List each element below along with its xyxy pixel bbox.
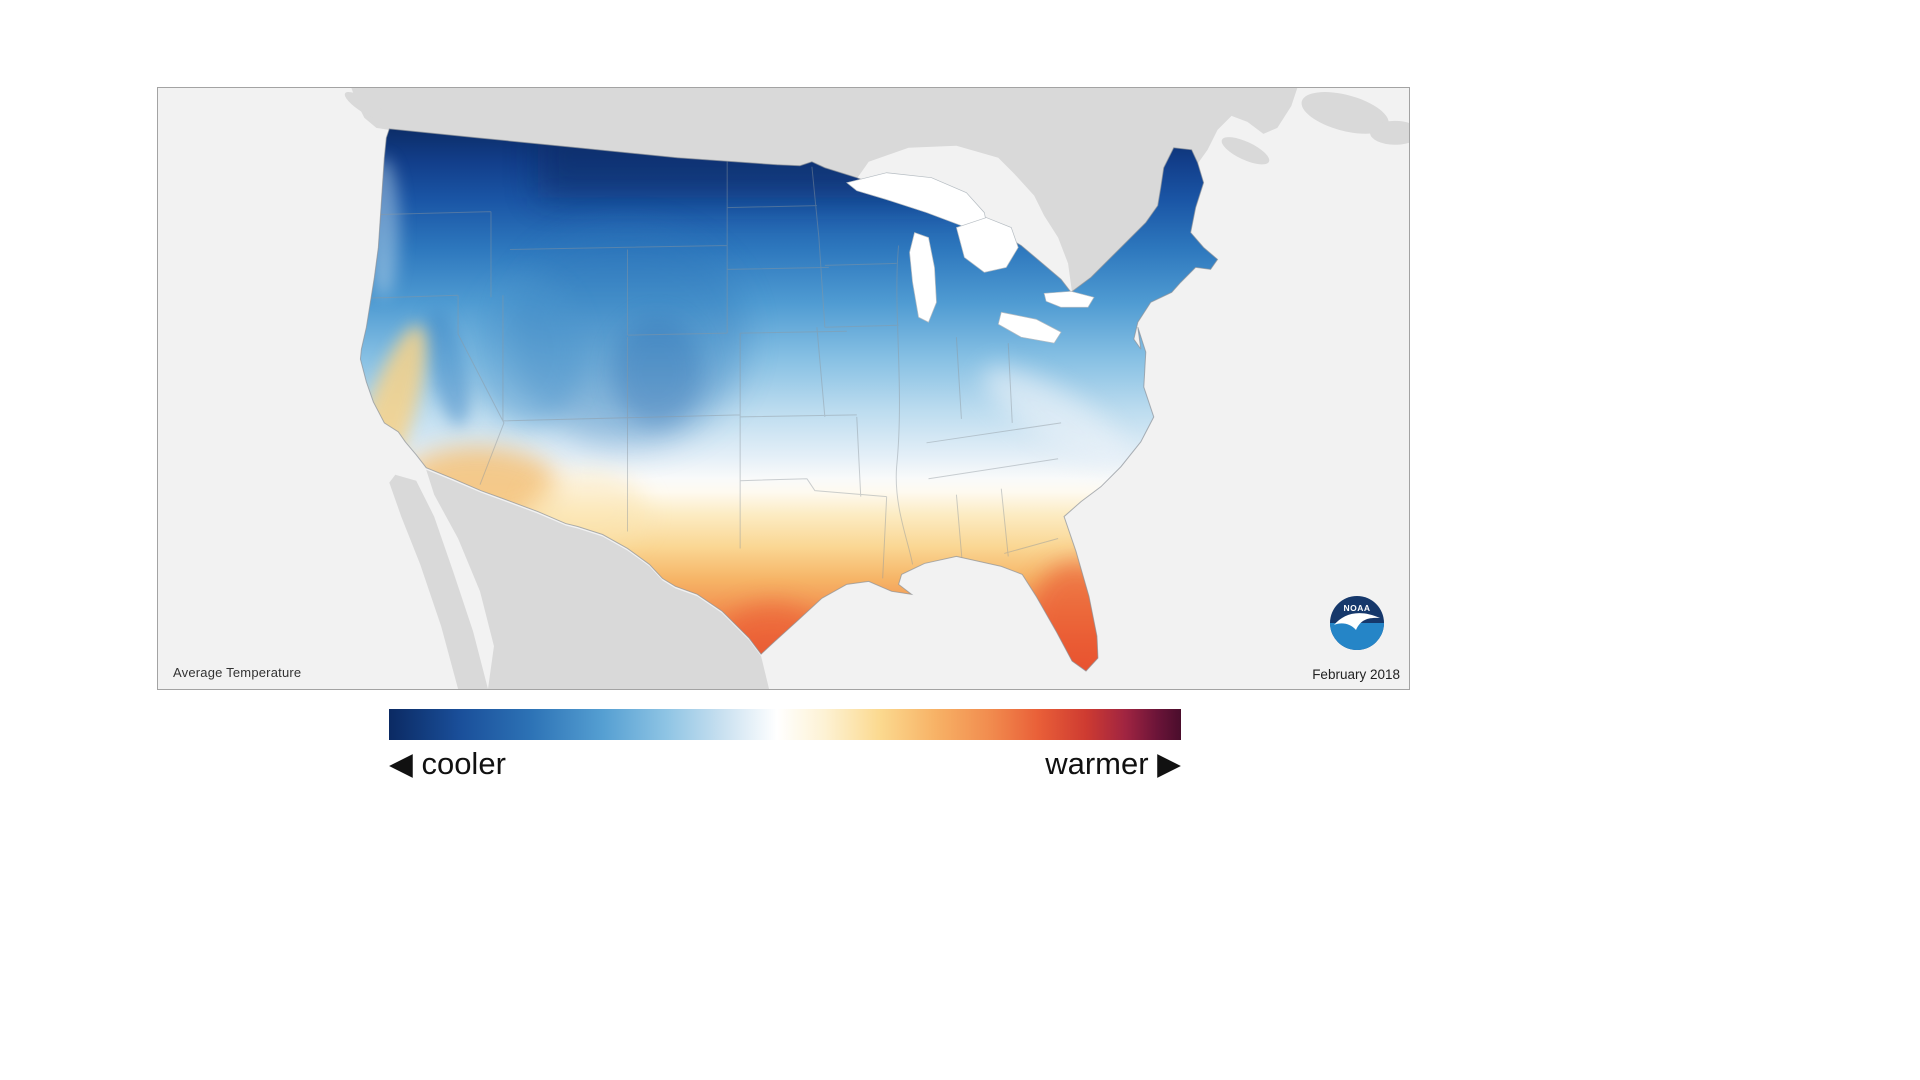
map-title: Average Temperature (173, 665, 302, 680)
great-lakes (846, 172, 1095, 344)
warmer-label: warmer ▶ (1045, 746, 1181, 781)
lake-huron (956, 217, 1019, 273)
map-panel: Average Temperature NOAA February 2018 (157, 87, 1410, 690)
noaa-logo: NOAA (1329, 595, 1385, 651)
cooler-label: ◀ cooler (389, 746, 506, 781)
state-borders (361, 157, 1062, 579)
seagull-icon (1334, 613, 1380, 630)
map-date: February 2018 (1312, 667, 1400, 682)
mexico-landmass (389, 469, 770, 689)
lake-erie (997, 311, 1062, 344)
legend-labels: ◀ cooler warmer ▶ (389, 746, 1181, 782)
colorbar (389, 709, 1181, 740)
lake-ontario (1043, 290, 1095, 308)
noaa-logo-bottom (1330, 623, 1384, 650)
us-temperature-map (344, 88, 1409, 689)
canada-landmass (344, 88, 1409, 293)
temperature-legend: ◀ cooler warmer ▶ (389, 709, 1181, 782)
noaa-logo-text: NOAA (1343, 603, 1370, 613)
lake-michigan (909, 232, 937, 323)
